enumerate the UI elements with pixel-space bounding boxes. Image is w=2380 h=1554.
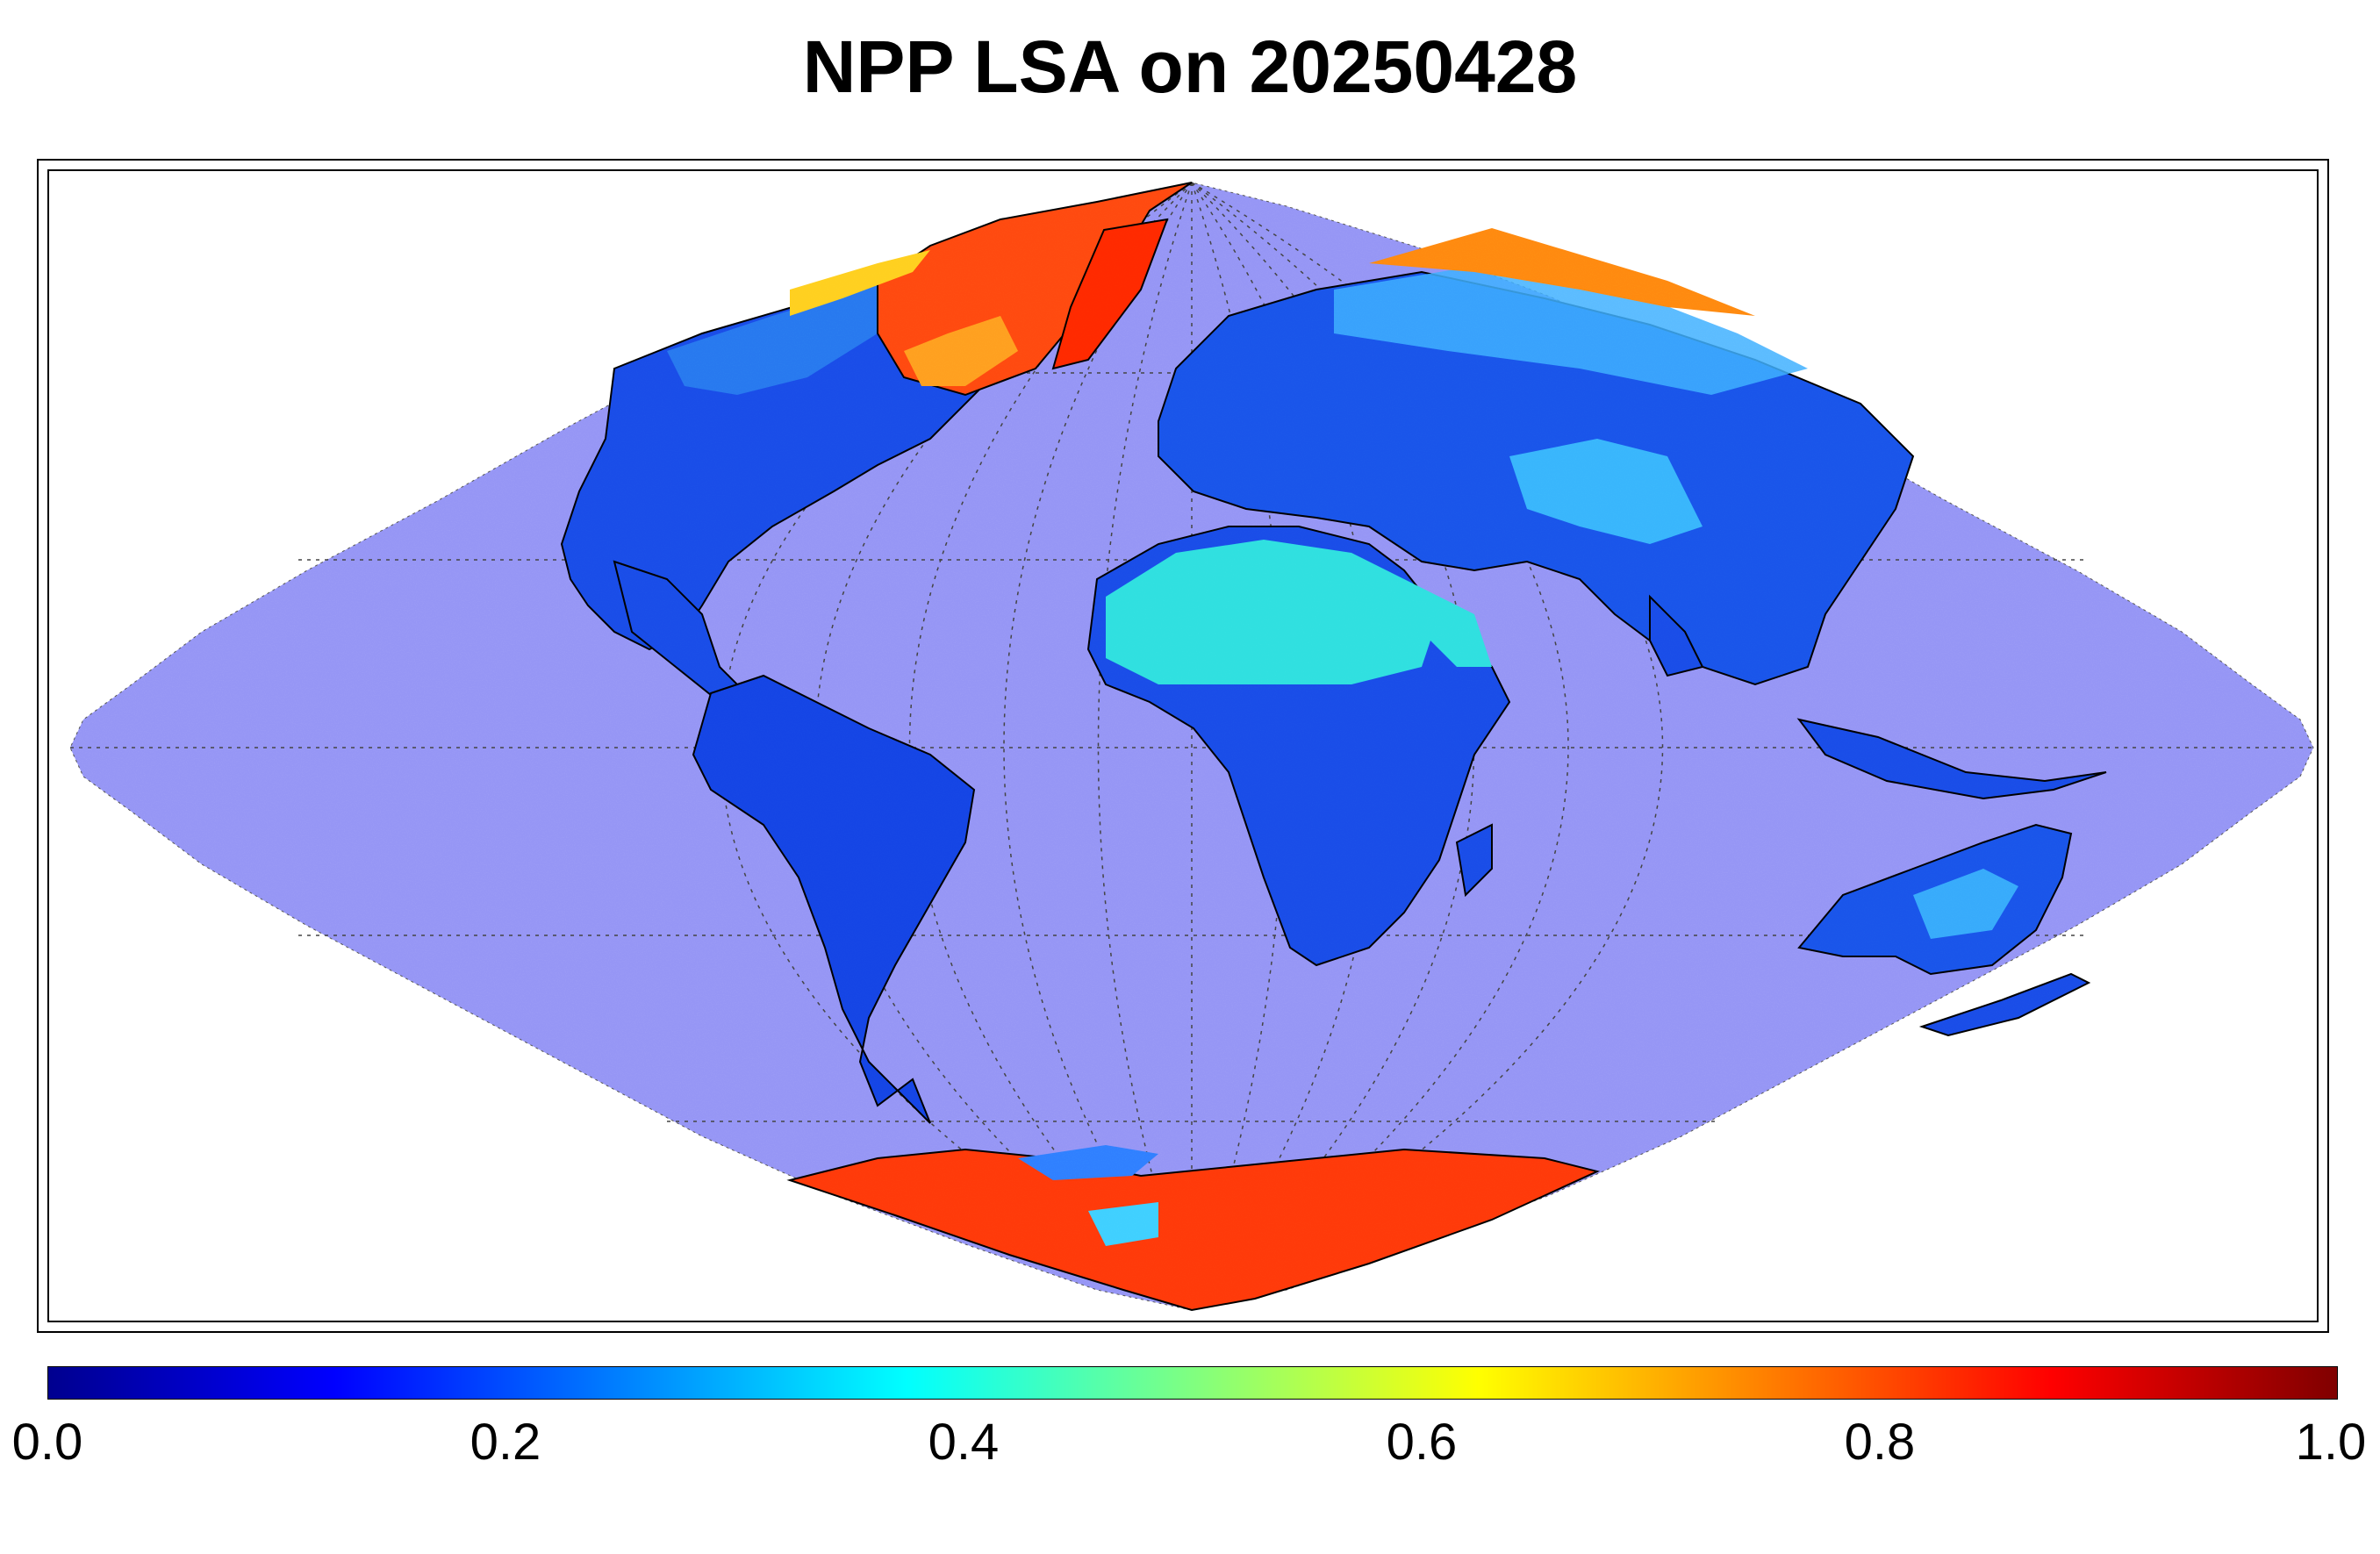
colorbar-tick-5: 1.0 — [2295, 1414, 2367, 1471]
colorbar — [47, 1366, 2338, 1400]
colorbar-tick-3: 0.6 — [1386, 1414, 1458, 1471]
colorbar-tick-4: 0.8 — [1844, 1414, 1916, 1471]
colorbar-tick-1: 0.2 — [470, 1414, 541, 1471]
land-texture — [70, 183, 2313, 1314]
map-frame-outer — [37, 159, 2329, 1333]
map-frame-inner — [47, 169, 2319, 1322]
map-title: NPP LSA on 20250428 — [802, 25, 1578, 108]
map-canvas — [69, 182, 2314, 1314]
colorbar-tick-2: 0.4 — [928, 1414, 1000, 1471]
colorbar-tick-0: 0.0 — [11, 1414, 83, 1471]
